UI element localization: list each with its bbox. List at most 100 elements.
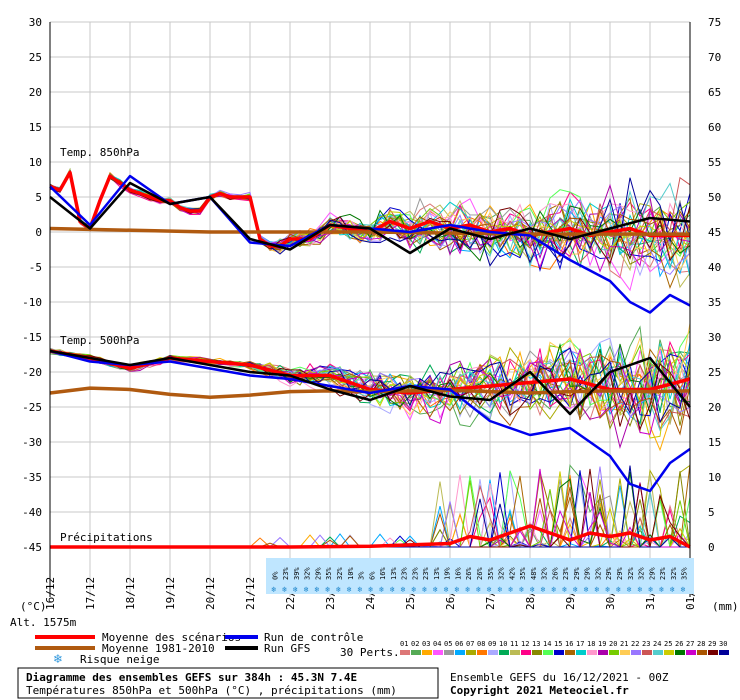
pert-id: 12 [521,640,529,648]
snow-percent: 23% [659,567,667,580]
title-box [17,667,439,699]
pert-id: 30 [719,640,727,648]
pert-swatch [543,650,553,655]
series-850-run-gfs [49,181,691,255]
snowflake-icon: ❄ [401,585,406,594]
pert-id: 06 [455,640,463,648]
snowflake-icon: ❄ [659,585,664,594]
y-tick-left: 5 [35,191,42,204]
snowflake-icon: ❄ [551,585,556,594]
y-tick-left: 10 [29,156,42,169]
y-tick-right: 25 [708,366,721,379]
snowflake-icon: ❄ [379,585,384,594]
pert-swatch [499,650,509,655]
x-tick-label: 17/12 [84,577,97,610]
snowflake-icon: ❄ [390,585,395,594]
pert-swatch [631,650,641,655]
pert-swatch [697,650,707,655]
snow-percent: 32% [627,567,635,580]
snowflake-icon: ❄ [454,585,459,594]
snowflake-icon: ❄ [594,585,599,594]
perturbation-legend: 01 02 03 04 05 06 07 08 09 10 11 12 13 14 15 16 17 18 19 20… [400,640,729,655]
y-tick-right: 0 [708,541,715,554]
snowflake-icon: ❄ [422,585,427,594]
snowflake-icon: ❄ [627,585,632,594]
snow-percent: 29% [314,567,322,580]
y-tick-right: 20 [708,401,721,414]
pert-swatch [455,650,465,655]
pert-swatch [620,650,630,655]
series-850-moyenne-1981-2010 [49,226,690,236]
pert-id: 25 [664,640,672,648]
snow-percent: 0% [271,571,279,580]
pert-id: 14 [543,640,551,648]
pert-id: 08 [477,640,485,648]
legend-control-label: Run de contrôle [264,631,363,644]
snowflake-icon: ❄ [605,585,610,594]
snowflake-icon: ❄ [53,652,63,666]
y-tick-left: -40 [22,506,42,519]
snow-percent: 29% [648,567,656,580]
pert-id: 29 [708,640,716,648]
snowflake-icon: ❄ [476,585,481,594]
snowflake-icon: ❄ [411,585,416,594]
snowflake-icon: ❄ [347,585,352,594]
pert-swatch [488,650,498,655]
snowflake-icon: ❄ [487,585,492,594]
snow-percent: 42% [508,567,516,580]
snowflake-icon: ❄ [584,585,589,594]
ensemble-member-line [49,172,691,273]
run-label: Ensemble GEFS du 16/12/2021 - 00Z [450,671,669,684]
snow-percent: 32% [336,567,344,580]
x-tick-label: 18/12 [124,577,137,610]
snow-percent: 35% [325,567,333,580]
y-tick-left: -20 [22,366,42,379]
snowflake-icon: ❄ [638,585,643,594]
snowflake-icon: ❄ [616,585,621,594]
snowflake-icon: ❄ [498,585,503,594]
pert-id: 20 [609,640,617,648]
pert-swatch [708,650,718,655]
y-tick-left: 0 [35,226,42,239]
y-tick-left: -15 [22,331,42,344]
snow-percent: 32% [670,567,678,580]
y-tick-left: 20 [29,86,42,99]
y-tick-right: 70 [708,51,721,64]
pert-swatch [675,650,685,655]
pert-id: 24 [653,640,661,648]
pert-id: 07 [466,640,474,648]
snowflake-icon: ❄ [573,585,578,594]
y-tick-right: 55 [708,156,721,169]
snowflake-icon: ❄ [314,585,319,594]
pert-id: 27 [686,640,694,648]
snow-percent: 13% [390,567,398,580]
pert-swatch [609,650,619,655]
snowflake-icon: ❄ [681,585,686,594]
pert-id: 22 [631,640,639,648]
y-tick-left: 15 [29,121,42,134]
pert-swatch [686,650,696,655]
snow-percent: 29% [584,567,592,580]
snow-percent: 29% [605,567,613,580]
pert-id: 03 [422,640,430,648]
pert-id: 09 [488,640,496,648]
altitude-label: Alt. 1575m [10,616,77,629]
snowflake-icon: ❄ [336,585,341,594]
snow-percent: 32% [304,567,312,580]
pert-id: 02 [411,640,419,648]
pert-id: 15 [554,640,562,648]
main-series [49,170,691,549]
pert-swatch [411,650,421,655]
pert-id: 05 [444,640,452,648]
snowflake-icon: ❄ [304,585,309,594]
snowflake-icon: ❄ [670,585,675,594]
snow-percent: 35% [519,567,527,580]
pert-swatch [510,650,520,655]
snow-percent: 29% [616,567,624,580]
y-tick-right: 60 [708,121,721,134]
snowflake-icon: ❄ [530,585,535,594]
snowflake-icon: ❄ [508,585,513,594]
chart-title: Diagramme des ensembles GEFS sur 384h : … [26,671,357,684]
legend-perts-label: 30 Perts. [340,646,400,659]
